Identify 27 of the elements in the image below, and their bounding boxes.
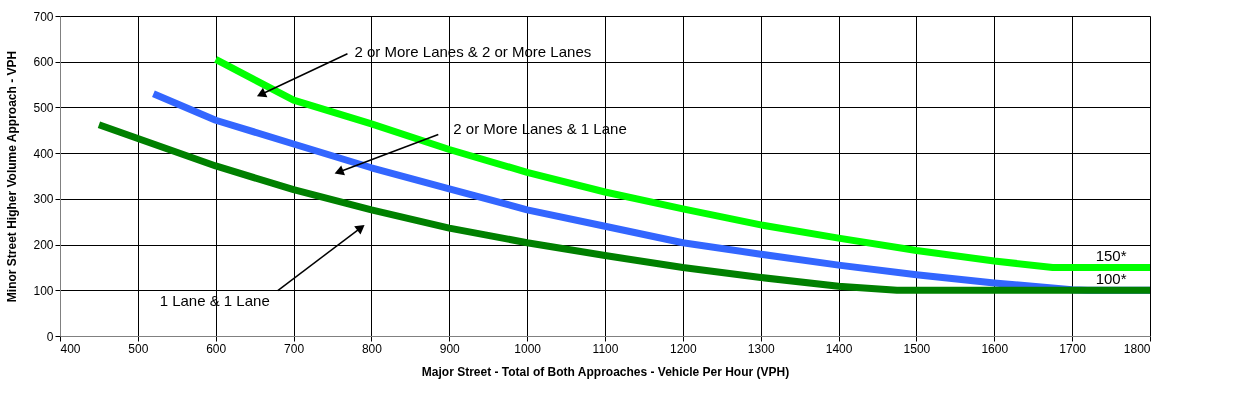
y-tick-label: 500 bbox=[33, 100, 54, 115]
x-tick-label: 600 bbox=[206, 341, 227, 356]
x-tick-label: 1200 bbox=[670, 341, 698, 356]
x-tick-label: 1300 bbox=[747, 341, 775, 356]
y-tick-label: 300 bbox=[33, 192, 54, 207]
x-tick-label: 1600 bbox=[981, 341, 1009, 356]
y-tick-label: 0 bbox=[46, 329, 54, 344]
x-tick-label: 1700 bbox=[1059, 341, 1087, 356]
annotation: 100* bbox=[1095, 270, 1127, 288]
x-tick-label: 900 bbox=[439, 341, 461, 356]
y-tick-label: 100 bbox=[33, 283, 54, 298]
y-tick-label: 200 bbox=[33, 238, 54, 253]
x-tick-label: 400 bbox=[60, 341, 81, 356]
x-tick-label: 1400 bbox=[825, 341, 853, 356]
x-tick-label: 1100 bbox=[592, 341, 619, 356]
x-tick-label: 500 bbox=[128, 341, 149, 356]
y-axis-title: Minor Street Higher Volume Approach - VPH bbox=[5, 50, 20, 303]
y-tick-label: 700 bbox=[33, 9, 54, 24]
annotation: 150* bbox=[1095, 247, 1127, 265]
x-tick-label: 800 bbox=[361, 341, 383, 356]
y-tick-label: 400 bbox=[33, 146, 54, 161]
x-tick-label: 1500 bbox=[903, 341, 931, 356]
y-tick-label: 600 bbox=[33, 55, 54, 70]
x-tick-label: 1800 bbox=[1123, 341, 1151, 356]
x-tick-label: 1000 bbox=[514, 341, 542, 356]
x-axis-title: Major Street - Total of Both Approaches - Vehicle Per Hour (VPH) bbox=[421, 364, 790, 379]
x-tick-label: 700 bbox=[284, 341, 305, 356]
